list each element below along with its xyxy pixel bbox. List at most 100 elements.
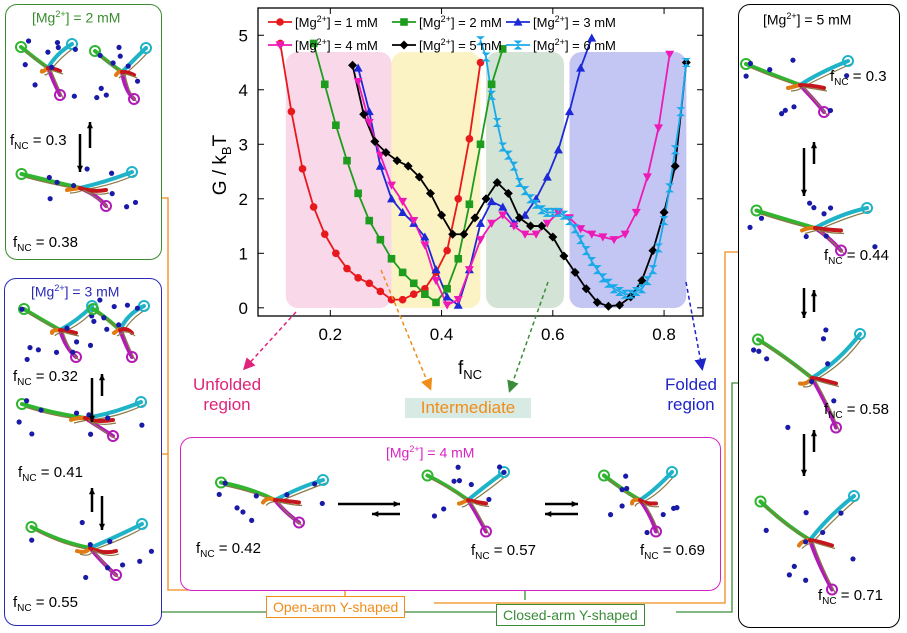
- rna-backbone: [54, 331, 64, 337]
- rna-backbone: [802, 379, 816, 388]
- rna-backbone: [802, 86, 828, 92]
- rna-loop: [138, 300, 150, 312]
- mg-ion: [73, 339, 80, 345]
- rna-backbone: [277, 501, 303, 507]
- rna-loop: [136, 518, 148, 530]
- x-axis-label: fNC: [458, 358, 482, 382]
- y-tick-label: 1: [239, 244, 248, 263]
- legend-marker: [400, 18, 408, 26]
- rna-helix: [466, 498, 488, 506]
- rna-helix: [22, 307, 62, 332]
- data-point: [454, 254, 463, 263]
- mg-ion: [803, 539, 809, 545]
- data-point: [559, 210, 569, 220]
- data-point: [448, 229, 458, 239]
- mg-ion: [19, 306, 25, 312]
- legend-marker: [513, 17, 523, 26]
- mg-ion: [791, 104, 797, 110]
- data-point: [320, 230, 329, 239]
- rna-helix: [798, 83, 826, 90]
- mg-ion: [456, 478, 463, 484]
- plot-area: 0.2 0.4 0.6 0.8 0 1 2 3 4 5 fNC G / kBT [Mg2+] = 1 m…: [210, 7, 704, 382]
- panel-title: [Mg2+] = 3 mM: [31, 283, 120, 300]
- mg-ion: [70, 182, 77, 189]
- mg-ion: [64, 325, 70, 331]
- rna-loop: [830, 421, 842, 434]
- legend-entry: [Mg2+] = 5 mM: [419, 37, 502, 53]
- legend-marker: [275, 41, 285, 50]
- rna-helix: [46, 66, 62, 73]
- rna-backbone: [50, 69, 64, 75]
- data-point: [642, 173, 652, 182]
- transition-arrow-head: [800, 189, 808, 196]
- data-point: [659, 216, 669, 226]
- rna-helix: [638, 498, 658, 506]
- mg-ion: [284, 492, 290, 498]
- mg-ion: [807, 200, 813, 206]
- data-point: [464, 266, 474, 275]
- fnc-label-mg3-3: fNC = 0.55: [13, 594, 78, 614]
- rna-helix: [120, 69, 136, 77]
- rna-backbone: [44, 69, 52, 76]
- rna-helix: [78, 186, 108, 193]
- rna-backbone: [760, 341, 816, 381]
- data-point: [443, 284, 451, 293]
- data-point: [421, 290, 429, 298]
- rna-backbone: [470, 501, 490, 508]
- data-point: [648, 265, 658, 275]
- data-point: [542, 172, 552, 181]
- data-point: [398, 197, 408, 207]
- rna-loop: [848, 490, 860, 502]
- data-point: [465, 200, 474, 209]
- rna-loop: [835, 244, 847, 257]
- mg-ion: [767, 67, 773, 73]
- y-tick-label: 0: [239, 299, 248, 318]
- data-point: [487, 80, 496, 89]
- data-point: [537, 221, 547, 231]
- data-point: [665, 50, 675, 59]
- mg-ion: [134, 305, 141, 311]
- transition-arrow-head: [800, 469, 808, 476]
- legend-marker: [399, 40, 409, 50]
- legend-entry: [Mg2+] = 4 mM: [295, 37, 378, 53]
- mg-ion: [116, 44, 122, 51]
- rna-backbone: [62, 331, 80, 337]
- data-point: [409, 217, 419, 226]
- panel-mg-2mM: [Mg2+] = 2 mM: [5, 4, 162, 260]
- mg-ion: [319, 500, 325, 507]
- data-point: [498, 45, 507, 53]
- mg-ion: [249, 517, 255, 523]
- mg-ion: [45, 49, 51, 55]
- mg-ion: [73, 410, 80, 416]
- rna-backbone: [642, 501, 660, 508]
- rna-helix: [744, 62, 802, 87]
- rna-helix: [810, 332, 862, 380]
- data-point: [398, 295, 407, 304]
- data-point: [581, 246, 591, 256]
- rna-loop: [135, 396, 147, 408]
- mg-ion: [222, 480, 228, 486]
- data-point: [670, 145, 680, 155]
- mg-ion: [103, 92, 109, 98]
- mg-ion: [104, 326, 110, 332]
- rna-backbone: [642, 501, 660, 535]
- rna-loop: [15, 168, 28, 180]
- transition-arrow-back-head: [98, 523, 106, 530]
- unfolded-region-label: Unfolded region: [192, 375, 262, 414]
- mg-ion: [108, 170, 115, 176]
- mg-ion: [468, 481, 474, 488]
- mg-ion: [22, 62, 28, 68]
- rna-backbone: [87, 419, 117, 425]
- mg-ion: [53, 349, 60, 355]
- rna-backbone: [50, 69, 64, 99]
- data-point: [631, 286, 641, 296]
- rna-helix: [88, 546, 118, 555]
- mg-ion: [27, 344, 33, 351]
- rna-loop: [15, 41, 27, 53]
- folded-arrow: [685, 281, 707, 371]
- unfolded-arrow: [242, 311, 297, 371]
- data-point: [626, 289, 636, 299]
- mg-ion: [827, 205, 834, 211]
- rna-helix: [808, 494, 856, 542]
